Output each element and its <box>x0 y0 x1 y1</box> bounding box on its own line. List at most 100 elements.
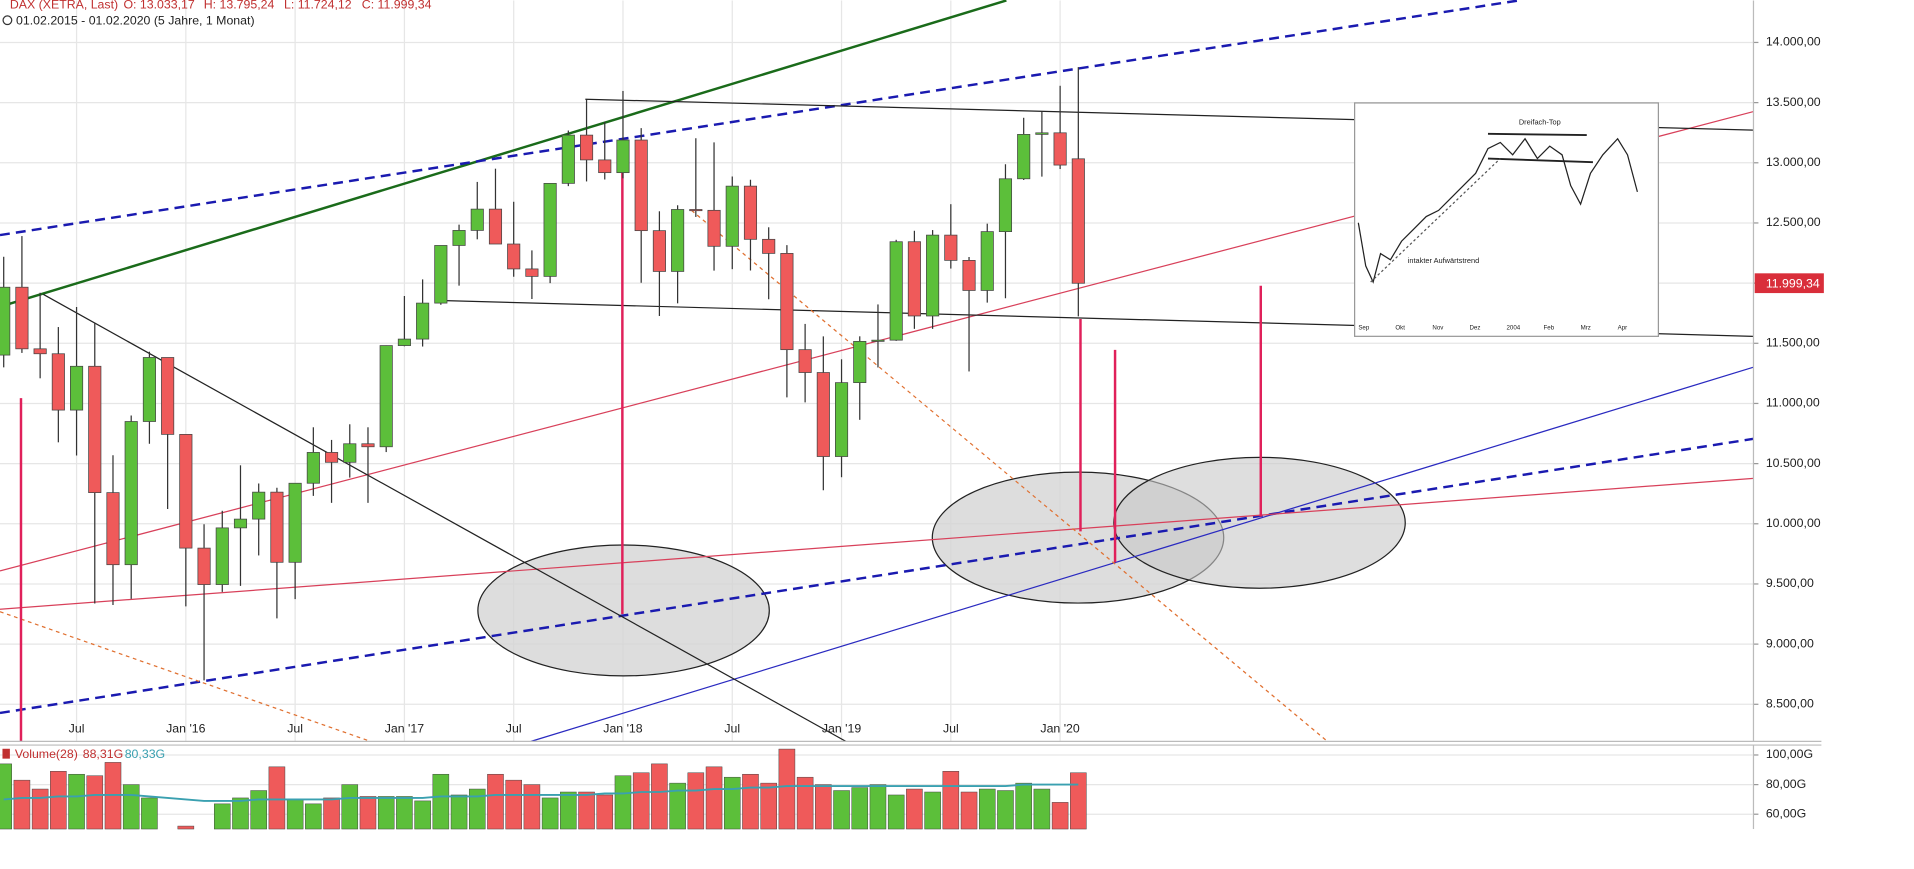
candle-body <box>980 231 994 291</box>
volume-bar <box>541 797 559 830</box>
volume-ma: 80,33G <box>125 747 165 761</box>
inset-month: Sep <box>1358 324 1370 331</box>
volume-bar <box>1015 782 1032 830</box>
candle-body <box>15 286 29 350</box>
volume-bar <box>268 766 286 830</box>
candle-body <box>834 382 849 457</box>
volume-bar <box>377 796 395 830</box>
volume-bar <box>578 791 595 830</box>
inset-month: Nov <box>1432 324 1444 331</box>
x-tick-label: Jan '20 <box>1040 721 1080 735</box>
inset-month: 2004 <box>1507 324 1521 331</box>
y-tick-label: 10.500,00 <box>1766 456 1821 470</box>
x-tick-label: Jul <box>506 721 522 735</box>
x-tick-label: Jan '16 <box>166 721 206 735</box>
volume-bar <box>596 794 614 830</box>
y-tick-label: 13.000,00 <box>1766 155 1821 169</box>
inset-month: Feb <box>1544 324 1555 331</box>
x-tick-label: Jan '18 <box>603 721 643 735</box>
candle-body <box>488 208 503 245</box>
inset-label: intakter Aufwärtstrend <box>1408 256 1479 265</box>
y-tick-label: 12.500,00 <box>1766 215 1821 229</box>
candle-body <box>689 209 703 212</box>
volume-bar <box>141 797 158 830</box>
volume-bar <box>887 794 905 830</box>
candle-body <box>452 230 466 246</box>
last-price-label: 11.999,34 <box>1766 277 1820 291</box>
volume-icon <box>2 748 10 759</box>
volume-bar <box>122 784 140 830</box>
inset-month: Okt <box>1395 324 1405 331</box>
chart-title: DAX (XETRA, Last) <box>10 0 118 12</box>
volume-bar <box>796 776 814 830</box>
candle-body <box>561 134 575 184</box>
candle-body <box>1017 134 1031 180</box>
volume-bar <box>906 788 923 830</box>
candle-body <box>962 260 976 291</box>
candle-body <box>798 349 812 373</box>
candle-body <box>124 421 138 566</box>
volume-bar <box>651 763 668 830</box>
volume-bar <box>632 772 650 830</box>
candle-body <box>816 372 830 457</box>
volume-bar <box>177 825 195 830</box>
period: 01.02.2015 - 01.02.2020 (5 Jahre, 1 Mona… <box>16 14 255 28</box>
volume-bar <box>778 748 796 830</box>
volume-bar <box>560 791 577 830</box>
candle-body <box>634 139 648 232</box>
inset-month: Dez <box>1469 324 1480 331</box>
candle-body <box>0 286 11 356</box>
volume-bar <box>978 788 996 830</box>
candle-body <box>252 491 266 520</box>
candle-body <box>179 434 193 549</box>
ohlc: L: 11.724,12 <box>284 0 352 12</box>
volume-last: 88,31G <box>83 747 123 761</box>
volume-bar <box>1070 772 1087 830</box>
candle-body <box>288 482 302 563</box>
volume-panel: 60,00G 80,00G 100,00G <box>0 747 1813 830</box>
volume-bar <box>997 790 1014 830</box>
candle-body <box>33 348 47 355</box>
volume-bar <box>432 773 450 830</box>
volume-bar <box>687 772 705 830</box>
volume-bar <box>487 773 504 830</box>
volume-bar <box>669 782 686 830</box>
candle-body <box>871 339 885 342</box>
inset-line <box>1370 158 1501 283</box>
volume-bar <box>450 794 468 830</box>
volume-bar <box>232 797 249 830</box>
y-tick-label: 14.000,00 <box>1766 35 1821 49</box>
candle-body <box>306 452 320 484</box>
candle-body <box>233 518 248 529</box>
volume-bar <box>341 784 359 830</box>
x-tick-label: Jul <box>287 721 303 735</box>
y-tick-label: 9.500,00 <box>1766 576 1814 590</box>
candle-body <box>926 234 940 317</box>
candle-body <box>1035 132 1049 135</box>
clock-icon <box>2 15 13 26</box>
volume-bar <box>869 784 887 830</box>
volume-ma-line <box>3 783 1079 802</box>
volume-bar <box>1033 788 1051 830</box>
candles <box>0 67 1085 681</box>
candle-body <box>944 234 958 261</box>
candle-body <box>325 452 339 463</box>
volume-bar <box>705 766 723 830</box>
candle-body <box>1053 132 1067 166</box>
volume-bar <box>1051 802 1069 830</box>
volume-tick-label: 80,00G <box>1766 777 1806 791</box>
candle-body <box>616 139 630 174</box>
x-tick-label: Jul <box>943 721 959 735</box>
candle-body <box>652 230 666 272</box>
candle-body <box>106 492 120 566</box>
volume-tick-label: 60,00G <box>1766 806 1806 820</box>
volume-bar <box>815 784 832 830</box>
candle-body <box>215 527 229 585</box>
trend-line <box>0 611 371 742</box>
candle-body <box>70 365 84 411</box>
candle-body <box>88 365 102 493</box>
x-tick-label: Jan '17 <box>385 721 425 735</box>
volume-bar <box>68 773 85 830</box>
volume-bar <box>760 782 777 830</box>
